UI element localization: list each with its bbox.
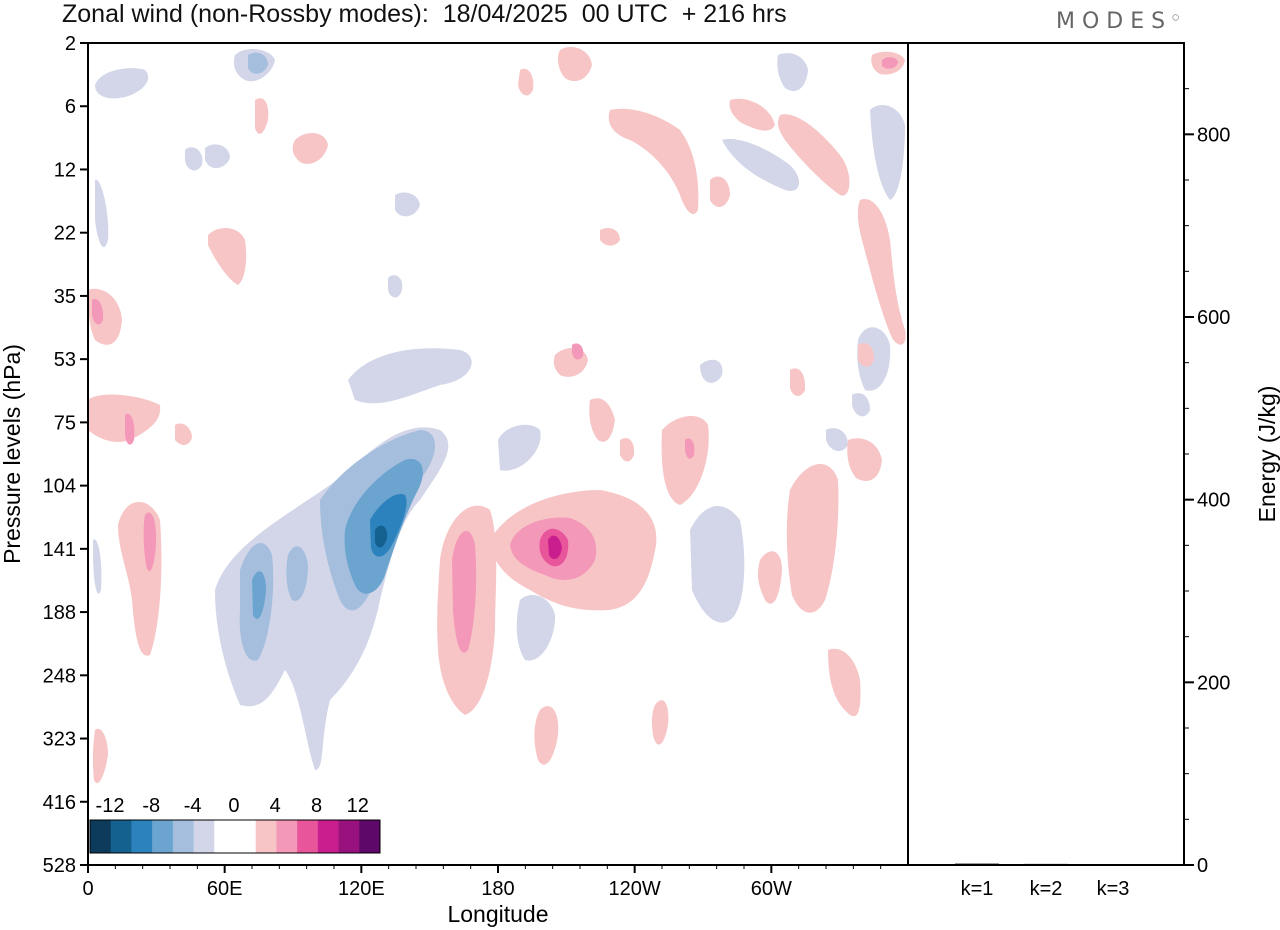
- energy-tick-label: 600: [1197, 307, 1230, 329]
- colorbar-swatch: [90, 820, 112, 853]
- x-axis-title: Longitude: [447, 901, 548, 927]
- colorbar-label: 4: [270, 795, 281, 817]
- y-tick-label: 35: [54, 286, 76, 308]
- y-tick-label: 104: [43, 476, 76, 498]
- energy-bars: k=1 k=2 k=3: [955, 863, 1135, 900]
- colorbar-swatch: [276, 820, 298, 853]
- colorbar-swatch: [297, 820, 319, 853]
- x-tick-label: 0: [82, 878, 93, 900]
- colorbar-swatch: [214, 820, 236, 853]
- energy-axis-title: Energy (J/kg): [1254, 386, 1280, 523]
- y-tick-label: 22: [54, 223, 76, 245]
- chart-title: Zonal wind (non-Rossby modes): 18/04/202…: [62, 0, 787, 28]
- negative-anomalies: [93, 48, 905, 770]
- colorbar-swatch: [193, 820, 215, 853]
- energy-frame: [907, 42, 1185, 866]
- y-tick-label: 188: [43, 602, 76, 624]
- energy-tick-label: 400: [1197, 490, 1230, 512]
- energy-bar: [1091, 864, 1135, 865]
- colorbar-label: -8: [142, 795, 160, 817]
- y-tick-label: 416: [43, 792, 76, 814]
- x-tick-label: 60E: [207, 878, 243, 900]
- colorbar-swatch: [338, 820, 360, 853]
- energy-category-label: k=1: [961, 878, 994, 900]
- energy-tick-label: 800: [1197, 124, 1230, 146]
- colorbar-swatch: [172, 820, 195, 853]
- y-tick-label: 248: [43, 665, 76, 687]
- energy-category-label: k=3: [1097, 878, 1130, 900]
- x-tick-label: 180: [481, 878, 514, 900]
- negative-max: [375, 525, 388, 548]
- colorbar-label: -12: [96, 795, 125, 817]
- y-tick-label: 528: [43, 855, 76, 877]
- y-axis-title: Pressure levels (hPa): [0, 344, 25, 564]
- energy-bar: [955, 863, 999, 865]
- colorbar-swatch: [131, 820, 153, 853]
- logo-text: MODES: [1056, 9, 1173, 34]
- x-axis: 0 60E 120E 180 120W 60W: [82, 865, 882, 900]
- colorbar-swatch: [359, 820, 381, 853]
- energy-tick-label: 0: [1197, 855, 1208, 877]
- colorbar-label: 8: [311, 795, 322, 817]
- heatmap-field: [88, 46, 906, 784]
- colorbar-swatch: [235, 820, 257, 853]
- y-axis: 2 6 12 22 35 53 75 104 141 188 248 323 416 528: [43, 33, 88, 877]
- colorbar-swatch: [152, 820, 174, 853]
- y-tick-label: 323: [43, 729, 76, 751]
- colorbar-label: 0: [228, 795, 239, 817]
- colorbar-swatch: [110, 820, 132, 853]
- y-tick-label: 12: [54, 159, 76, 181]
- energy-tick-label: 200: [1197, 672, 1230, 694]
- colorbar-frame: [89, 819, 381, 854]
- energy-bar: [1024, 863, 1068, 865]
- y-tick-label: 141: [43, 539, 76, 561]
- x-tick-label: 120W: [609, 878, 661, 900]
- x-tick-label: 120E: [338, 878, 385, 900]
- energy-axis: 0 200 400 600 800: [1184, 88, 1230, 877]
- y-tick-label: 2: [65, 33, 76, 55]
- positive-max: [548, 535, 562, 560]
- y-tick-label: 75: [54, 412, 76, 434]
- y-tick-label: 6: [65, 96, 76, 118]
- energy-category-label: k=2: [1030, 878, 1063, 900]
- colorbar: -12 -8 -4 0 4 8 12: [89, 795, 381, 854]
- x-tick-label: 60W: [751, 878, 792, 900]
- colorbar-swatch: [317, 820, 340, 853]
- colorbar-label: -4: [184, 795, 202, 817]
- colorbar-swatch: [255, 820, 277, 853]
- colorbar-label: 12: [347, 795, 369, 817]
- y-tick-label: 53: [54, 349, 76, 371]
- modes-logo: MODES○: [1056, 9, 1180, 34]
